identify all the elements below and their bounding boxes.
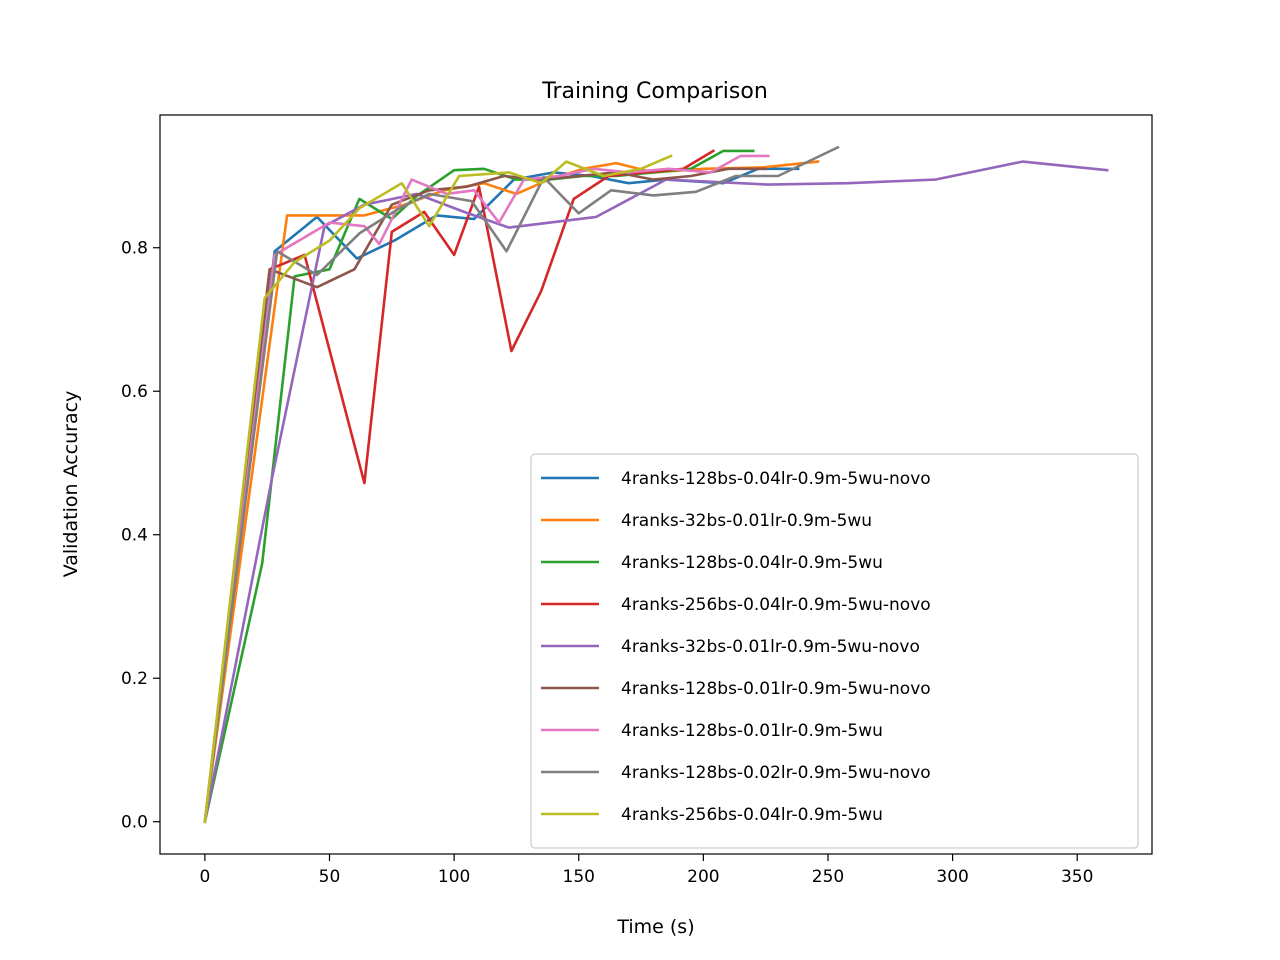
series-line-9 xyxy=(203,154,673,824)
legend-label: 4ranks-32bs-0.01lr-0.9m-5wu-novo xyxy=(621,637,920,657)
legend-label: 4ranks-128bs-0.01lr-0.9m-5wu-novo xyxy=(621,679,931,699)
x-tick-label: 350 xyxy=(1061,867,1093,887)
chart-title: Training Comparison xyxy=(541,79,768,104)
x-tick-label: 200 xyxy=(687,867,719,887)
x-axis: 0 50 100 150 200 250 300 350 xyxy=(199,854,1093,887)
y-axis-label: Validation Accuracy xyxy=(60,391,82,578)
series-line-7 xyxy=(203,154,770,824)
y-tick-label: 0.6 xyxy=(121,382,148,402)
x-tick-label: 300 xyxy=(936,867,968,887)
legend-label: 4ranks-32bs-0.01lr-0.9m-5wu xyxy=(621,511,872,531)
x-tick-label: 250 xyxy=(812,867,844,887)
x-tick-label: 50 xyxy=(319,867,341,887)
x-tick-label: 0 xyxy=(199,867,210,887)
legend-label: 4ranks-128bs-0.04lr-0.9m-5wu-novo xyxy=(621,469,931,489)
series-line-8 xyxy=(203,145,840,824)
y-tick-label: 0.2 xyxy=(121,669,148,689)
y-tick-label: 0.8 xyxy=(121,239,148,259)
legend-label: 4ranks-128bs-0.04lr-0.9m-5wu xyxy=(621,553,883,573)
legend: 4ranks-128bs-0.04lr-0.9m-5wu-novo 4ranks-… xyxy=(530,453,1139,849)
y-axis: 0.0 0.2 0.4 0.6 0.8 xyxy=(121,239,160,833)
x-axis-label: Time (s) xyxy=(616,916,694,938)
legend-box xyxy=(530,453,1139,849)
legend-label: 4ranks-128bs-0.01lr-0.9m-5wu xyxy=(621,721,883,741)
y-tick-label: 0.0 xyxy=(121,813,148,833)
legend-label: 4ranks-256bs-0.04lr-0.9m-5wu-novo xyxy=(621,595,931,615)
legend-label: 4ranks-256bs-0.04lr-0.9m-5wu xyxy=(621,805,883,825)
series-lines xyxy=(203,145,1109,824)
x-tick-label: 100 xyxy=(438,867,470,887)
series-line-4 xyxy=(203,149,716,824)
legend-label: 4ranks-128bs-0.02lr-0.9m-5wu-novo xyxy=(621,763,931,783)
y-tick-label: 0.4 xyxy=(121,526,148,546)
x-tick-label: 150 xyxy=(563,867,595,887)
series-line-6 xyxy=(203,167,768,824)
